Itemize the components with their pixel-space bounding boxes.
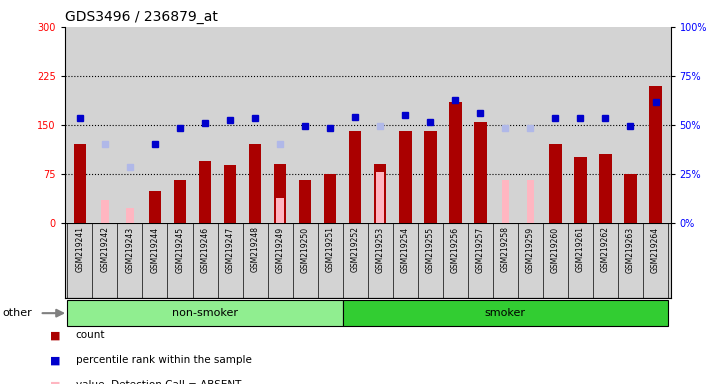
Bar — [274, 164, 286, 223]
Text: GSM219242: GSM219242 — [100, 227, 110, 273]
Text: GSM219259: GSM219259 — [526, 227, 535, 273]
Text: GSM219250: GSM219250 — [301, 227, 309, 273]
Text: GDS3496 / 236879_at: GDS3496 / 236879_at — [65, 10, 218, 25]
Text: ■: ■ — [50, 380, 61, 384]
Bar — [249, 144, 261, 223]
Bar — [624, 174, 637, 223]
Bar — [574, 157, 587, 223]
Text: other: other — [2, 308, 32, 318]
Bar — [149, 191, 162, 223]
Bar — [526, 180, 534, 223]
Bar — [474, 121, 487, 223]
Text: GSM219244: GSM219244 — [151, 227, 159, 273]
Bar — [449, 102, 461, 223]
Text: non-smoker: non-smoker — [172, 308, 238, 318]
Bar — [126, 209, 133, 223]
Bar — [599, 154, 611, 223]
Text: GSM219243: GSM219243 — [125, 227, 134, 273]
Bar — [324, 174, 337, 223]
Text: smoker: smoker — [485, 308, 526, 318]
Bar — [74, 144, 87, 223]
Bar — [376, 172, 384, 223]
Text: GSM219264: GSM219264 — [651, 227, 660, 273]
Text: GSM219253: GSM219253 — [376, 227, 385, 273]
Bar — [174, 180, 186, 223]
Text: GSM219260: GSM219260 — [551, 227, 560, 273]
Text: GSM219263: GSM219263 — [626, 227, 635, 273]
Text: GSM219246: GSM219246 — [200, 227, 210, 273]
Text: GSM219248: GSM219248 — [251, 227, 260, 273]
Bar — [101, 200, 109, 223]
FancyBboxPatch shape — [342, 300, 668, 326]
Text: value, Detection Call = ABSENT: value, Detection Call = ABSENT — [76, 380, 241, 384]
Text: GSM219249: GSM219249 — [275, 227, 285, 273]
Text: GSM219241: GSM219241 — [76, 227, 84, 273]
Bar — [649, 86, 662, 223]
Text: GSM219257: GSM219257 — [476, 227, 485, 273]
Bar — [502, 180, 509, 223]
Text: GSM219247: GSM219247 — [226, 227, 234, 273]
Bar — [374, 164, 386, 223]
Bar — [199, 161, 211, 223]
FancyBboxPatch shape — [67, 300, 342, 326]
Text: GSM219245: GSM219245 — [175, 227, 185, 273]
Bar — [399, 131, 412, 223]
Bar — [349, 131, 361, 223]
Text: GSM219262: GSM219262 — [601, 227, 610, 273]
Bar — [549, 144, 562, 223]
Text: GSM219254: GSM219254 — [401, 227, 410, 273]
Text: GSM219258: GSM219258 — [501, 227, 510, 273]
Bar — [276, 198, 284, 223]
Text: GSM219261: GSM219261 — [576, 227, 585, 273]
Text: ■: ■ — [50, 355, 61, 365]
Text: count: count — [76, 330, 105, 340]
Text: GSM219251: GSM219251 — [326, 227, 335, 273]
Text: GSM219255: GSM219255 — [426, 227, 435, 273]
Text: GSM219252: GSM219252 — [350, 227, 360, 273]
Text: percentile rank within the sample: percentile rank within the sample — [76, 355, 252, 365]
Bar — [299, 180, 311, 223]
Bar — [424, 131, 436, 223]
Text: GSM219256: GSM219256 — [451, 227, 460, 273]
Bar — [224, 165, 236, 223]
Text: ■: ■ — [50, 330, 61, 340]
